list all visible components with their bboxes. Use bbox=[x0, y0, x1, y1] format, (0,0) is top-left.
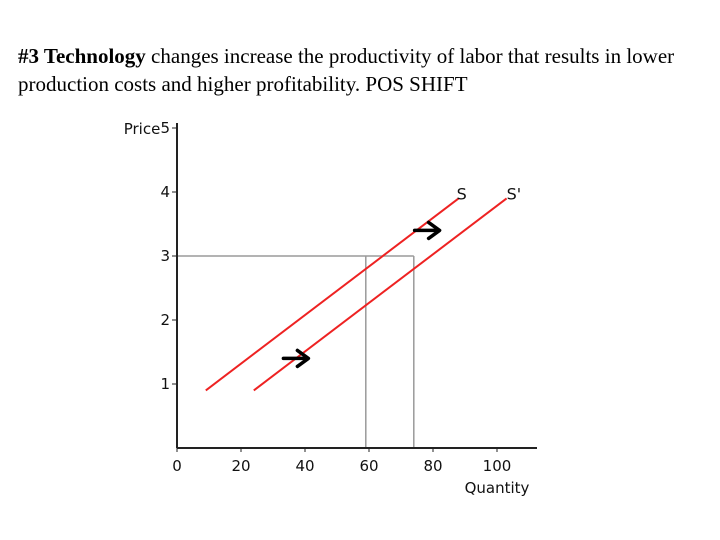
x-tick-label: 100 bbox=[483, 457, 512, 475]
shift-right-arrow-2 bbox=[412, 220, 442, 241]
slide-caption: #3 Technology changes increase the produ… bbox=[18, 42, 708, 98]
arrow-head bbox=[295, 348, 311, 369]
x-tick-label: 80 bbox=[423, 457, 442, 475]
supply-curve-s-prime bbox=[253, 197, 508, 392]
x-tick-label: 40 bbox=[295, 457, 314, 475]
y-tick-label: 3 bbox=[160, 247, 170, 265]
x-axis-title: Quantity bbox=[465, 479, 530, 497]
x-tick-label: 20 bbox=[231, 457, 250, 475]
y-tick-label: 4 bbox=[160, 183, 170, 201]
supply-curve-s bbox=[205, 197, 460, 392]
arrow-head bbox=[426, 220, 442, 241]
shift-right-arrow-1 bbox=[281, 348, 311, 369]
y-tick-label: 5 bbox=[160, 119, 170, 137]
curve-label-s-prime: S' bbox=[507, 184, 522, 203]
x-tick-label: 0 bbox=[172, 457, 182, 475]
y-tick-label: 1 bbox=[160, 375, 170, 393]
shift-arrows bbox=[281, 220, 442, 369]
supply-curves: S S' bbox=[205, 184, 522, 392]
curve-label-s: S bbox=[457, 184, 467, 203]
y-tick-label: 2 bbox=[160, 311, 170, 329]
x-tick-label: 60 bbox=[359, 457, 378, 475]
reference-lines bbox=[177, 255, 415, 448]
axes: 1 2 3 4 5 0 20 40 60 80 100 bbox=[160, 119, 537, 475]
caption-text: changes increase the productivity of lab… bbox=[18, 44, 675, 96]
y-axis-title: Price bbox=[124, 120, 161, 138]
caption-bold-text: #3 Technology bbox=[18, 44, 146, 68]
